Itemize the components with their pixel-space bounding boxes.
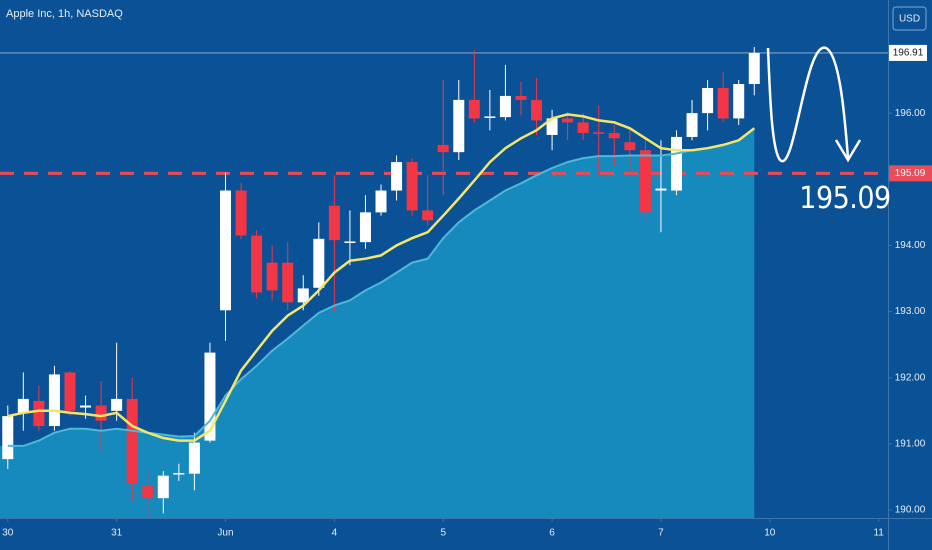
- candle-body: [126, 398, 138, 484]
- last-price-label: 196.91: [893, 48, 924, 59]
- last-price-tag: [889, 44, 927, 61]
- candle-body: [437, 144, 449, 153]
- y-tick-label: 194.00: [895, 240, 926, 251]
- candle-body: [468, 99, 480, 119]
- candle-body: [391, 162, 403, 191]
- candle-body: [484, 116, 496, 118]
- candle-body: [733, 84, 745, 119]
- candle-body: [655, 188, 667, 191]
- x-tick-label: 31: [111, 528, 123, 539]
- x-tick-label: Jun: [217, 528, 233, 539]
- plot-area: [0, 46, 888, 519]
- candle-body: [328, 205, 340, 241]
- candle-body: [577, 122, 589, 133]
- candle-body: [593, 132, 605, 134]
- candle-body: [235, 190, 247, 236]
- area-fill: [0, 128, 755, 519]
- candle-body: [188, 442, 200, 474]
- moving-average-line: [7, 127, 755, 447]
- candle-body: [717, 87, 729, 119]
- x-tick-label: 6: [549, 528, 555, 539]
- candle-body: [453, 99, 465, 153]
- x-tick-label: 5: [440, 528, 446, 539]
- currency-button[interactable]: [892, 6, 927, 31]
- target-annotation: 195.09: [799, 181, 890, 216]
- y-tick-label: 196.00: [895, 108, 926, 119]
- candle-body: [48, 374, 60, 427]
- candle-body: [111, 398, 123, 411]
- x-tick-label: 4: [332, 528, 338, 539]
- candle-body: [251, 235, 263, 293]
- x-tick-label: 11: [873, 528, 884, 539]
- candle-body: [266, 262, 278, 291]
- candle-body: [562, 118, 574, 123]
- candle-body: [313, 238, 325, 288]
- target-tag: [889, 165, 932, 182]
- candle-body: [157, 475, 169, 499]
- arrow-head: [834, 139, 862, 163]
- y-tick-label: 190.00: [895, 505, 926, 516]
- chart-title: Apple Inc, 1h, NASDAQ: [6, 8, 123, 20]
- drawn-arrow: [766, 46, 850, 163]
- currency-label[interactable]: USD: [899, 14, 920, 25]
- candle-body: [142, 486, 154, 499]
- candle-body: [639, 150, 651, 213]
- candle-body: [173, 473, 185, 475]
- candle-body: [95, 405, 107, 421]
- candle-body: [64, 372, 76, 411]
- candle-body: [297, 288, 309, 303]
- candle-body: [219, 190, 231, 311]
- candle-body: [499, 95, 511, 118]
- candle-body: [422, 210, 434, 221]
- y-tick-label: 192.00: [895, 372, 926, 383]
- y-tick-label: 191.00: [895, 439, 926, 450]
- candle-body: [406, 162, 418, 211]
- x-tick-label: 10: [764, 528, 776, 539]
- x-tick-label: 30: [2, 528, 14, 539]
- candle-body: [282, 262, 294, 303]
- candle-body: [686, 113, 698, 137]
- y-tick-label: 193.00: [895, 306, 926, 317]
- candle-body: [359, 212, 371, 243]
- x-tick-label: 7: [658, 528, 664, 539]
- candle-body: [608, 132, 620, 139]
- candle-body: [80, 405, 92, 408]
- candle-body: [624, 142, 636, 151]
- candle-body: [546, 118, 558, 135]
- candle-body: [33, 400, 45, 427]
- candle-body: [17, 398, 29, 413]
- candle-body: [2, 416, 14, 460]
- candle-body: [515, 95, 527, 100]
- target-tag-label: 195.09: [895, 168, 926, 179]
- candle-body: [344, 241, 356, 243]
- candle-body: [375, 190, 387, 213]
- candle-body: [204, 352, 216, 441]
- candle-body: [670, 136, 682, 191]
- moving-average-line: [7, 113, 756, 442]
- candle-body: [748, 52, 760, 85]
- candle-body: [702, 87, 714, 114]
- candle-body: [531, 99, 543, 121]
